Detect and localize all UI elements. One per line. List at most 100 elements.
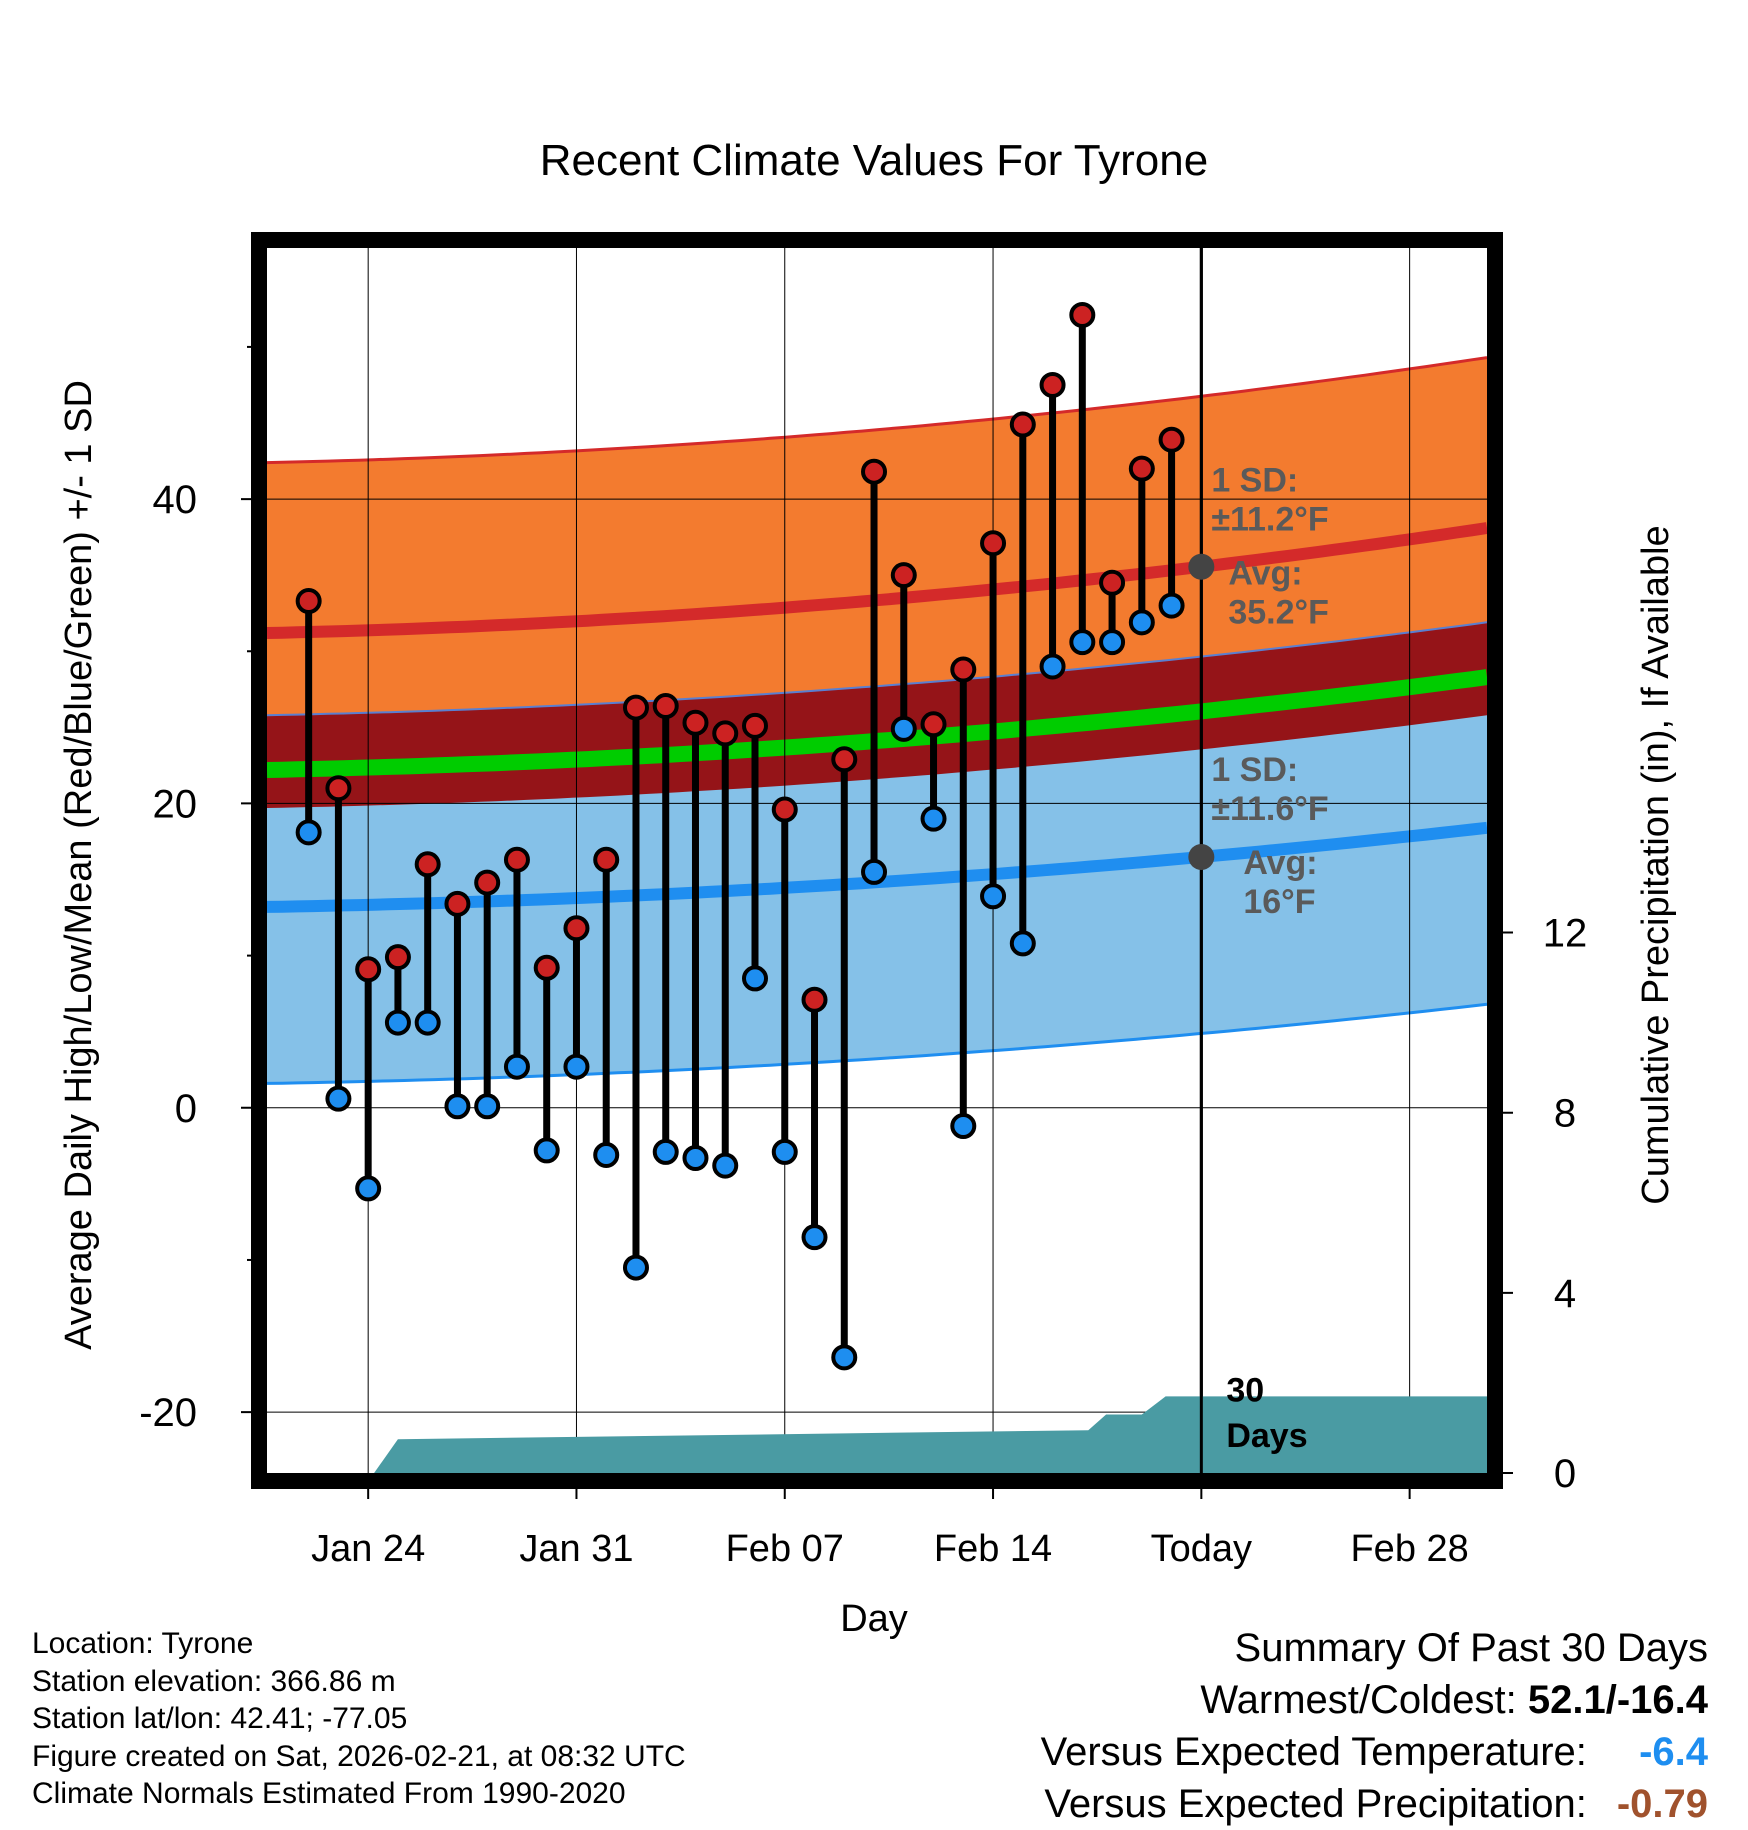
- daily-low-point: [890, 715, 917, 742]
- daily-range-19: [861, 458, 888, 885]
- x-tick-label: Feb 07: [726, 1528, 844, 1570]
- summary-temp: Versus Expected Temperature: -6.4: [1041, 1726, 1708, 1778]
- plot-frame: [251, 232, 1503, 1489]
- y-left-tick-label: -20: [139, 1391, 197, 1435]
- daily-low-point: [682, 1145, 709, 1171]
- daily-low-point: [831, 1344, 858, 1371]
- summary-precip: Versus Expected Precipitation: -0.79: [1041, 1778, 1708, 1830]
- daily-range-3: [384, 944, 411, 1036]
- daily-high-point: [890, 562, 917, 589]
- daily-high-point: [1158, 426, 1185, 453]
- daily-low-point: [325, 1085, 352, 1112]
- today-normal-low-marker: [1188, 843, 1215, 870]
- daily-high-point: [771, 796, 798, 823]
- precip-days-label: Days: [1226, 1417, 1307, 1455]
- daily-low-point: [1158, 592, 1185, 619]
- daily-range-1: [325, 775, 352, 1112]
- y-axis-left-label: Average Daily High/Low/Mean (Red/Blue/Gr…: [58, 380, 100, 1350]
- daily-high-point: [355, 956, 382, 983]
- daily-range-15: [742, 712, 768, 992]
- daily-high-point: [682, 709, 709, 736]
- high-band-upper-edge: [266, 356, 1488, 465]
- daily-range-27: [1099, 569, 1126, 656]
- daily-range-6: [474, 869, 501, 1120]
- daily-low-point: [563, 1053, 590, 1080]
- daily-high-point: [414, 851, 441, 878]
- daily-high-point: [444, 890, 471, 917]
- daily-high-point: [1039, 371, 1066, 398]
- x-tick-label: Feb 28: [1350, 1528, 1468, 1570]
- daily-range-5: [444, 890, 471, 1120]
- daily-range-4: [414, 851, 441, 1036]
- daily-high-point: [1069, 301, 1096, 328]
- daily-low-point: [1039, 653, 1066, 680]
- daily-low-point: [1128, 609, 1155, 636]
- daily-low-point: [414, 1009, 441, 1036]
- high-avg-label: Avg:: [1228, 555, 1302, 593]
- warm-cold-value: 52.1/-16.4: [1527, 1678, 1708, 1722]
- daily-high-point: [1099, 569, 1126, 596]
- daily-range-12: [652, 693, 679, 1165]
- daily-low-point: [295, 819, 322, 846]
- daily-high-point: [295, 588, 322, 615]
- today-normal-high-marker: [1188, 553, 1215, 580]
- daily-high-point: [503, 846, 530, 873]
- y-right-tick-label: 8: [1554, 1092, 1576, 1136]
- daily-range-25: [1039, 371, 1066, 680]
- daily-low-point: [1009, 930, 1036, 957]
- daily-range-11: [622, 694, 649, 1281]
- daily-low-point: [771, 1138, 798, 1165]
- daily-high-point: [801, 986, 828, 1013]
- daily-low-point: [742, 965, 768, 992]
- latlon-text: Station lat/lon: 42.41; -77.05: [32, 1702, 408, 1735]
- daily-high-point: [742, 712, 768, 739]
- daily-low-point: [712, 1152, 739, 1179]
- daily-high-point: [1128, 455, 1155, 482]
- normals-text: Climate Normals Estimated From 1990-2020: [32, 1777, 626, 1810]
- summary-panel: Summary Of Past 30 Days Warmest/Coldest:…: [1041, 1622, 1708, 1830]
- daily-range-16: [771, 796, 798, 1165]
- daily-low-point: [622, 1254, 649, 1281]
- y-left-tick-label: 0: [175, 1087, 197, 1131]
- daily-high-point: [384, 944, 411, 971]
- daily-low-point: [801, 1224, 828, 1251]
- elevation-text: Station elevation: 366.86 m: [32, 1664, 396, 1698]
- summary-warm-cold: Warmest/Coldest: 52.1/-16.4: [1041, 1674, 1708, 1726]
- daily-range-26: [1069, 301, 1096, 656]
- daily-range-14: [712, 720, 739, 1179]
- x-axis-label: Day: [840, 1598, 908, 1640]
- y-axis-right-label: Cumulative Precipitation (in), If Availa…: [1635, 525, 1677, 1204]
- daily-low-point: [474, 1093, 501, 1120]
- low-avg-label: Avg:: [1243, 844, 1317, 882]
- low-sd-value: ±11.6°F: [1211, 790, 1328, 828]
- daily-range-0: [295, 588, 322, 846]
- daily-high-point: [712, 720, 739, 747]
- daily-high-point: [980, 530, 1007, 557]
- precip-label: Versus Expected Precipitation:: [1044, 1782, 1587, 1826]
- temp-value: -6.4: [1639, 1730, 1708, 1774]
- daily-range-9: [563, 915, 590, 1080]
- x-tick-label: Feb 14: [934, 1528, 1052, 1570]
- y-left-tick-label: 20: [153, 782, 198, 826]
- y-right-tick-label: 4: [1554, 1272, 1576, 1316]
- daily-range-24: [1009, 411, 1036, 957]
- y-left-tick-label: 40: [153, 478, 198, 522]
- daily-high-point: [920, 711, 947, 738]
- daily-low-point: [593, 1141, 620, 1168]
- daily-low-point: [384, 1009, 411, 1036]
- high-sd-label: 1 SD:: [1211, 462, 1298, 500]
- daily-low-point: [950, 1113, 977, 1140]
- daily-low-point: [533, 1137, 560, 1164]
- location-text: Location: Tyrone: [32, 1627, 254, 1660]
- daily-range-29: [1158, 426, 1185, 619]
- daily-low-point: [503, 1053, 530, 1080]
- daily-high-point: [861, 458, 888, 485]
- daily-range-bars: [295, 301, 1185, 1371]
- low-sd-label: 1 SD:: [1211, 751, 1298, 789]
- daily-high-point: [325, 775, 352, 802]
- daily-range-18: [831, 746, 858, 1371]
- low-avg-value: 16°F: [1243, 883, 1315, 921]
- daily-low-point: [980, 883, 1007, 910]
